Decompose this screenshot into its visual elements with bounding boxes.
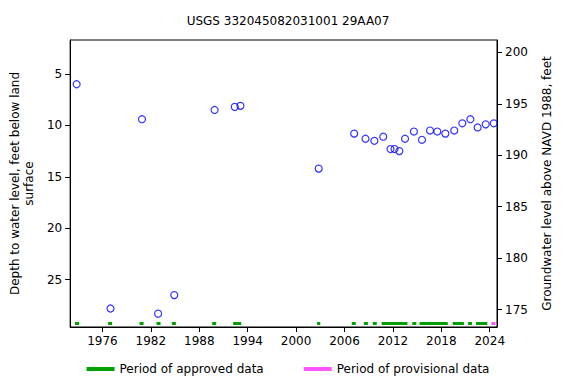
svg-text:USGS 332045082031001 29AA07: USGS 332045082031001 29AA07 bbox=[187, 14, 390, 28]
svg-text:15: 15 bbox=[47, 170, 62, 184]
svg-text:190: 190 bbox=[505, 148, 528, 162]
svg-text:Depth to water level, feet bel: Depth to water level, feet below land bbox=[8, 72, 22, 295]
svg-text:180: 180 bbox=[505, 251, 528, 265]
svg-text:Period of provisional data: Period of provisional data bbox=[337, 362, 490, 376]
svg-text:1988: 1988 bbox=[184, 334, 215, 348]
svg-text:200: 200 bbox=[505, 45, 528, 59]
svg-text:1994: 1994 bbox=[232, 334, 263, 348]
svg-text:20: 20 bbox=[47, 221, 62, 235]
svg-text:10: 10 bbox=[47, 118, 62, 132]
svg-text:175: 175 bbox=[505, 303, 528, 317]
svg-text:2012: 2012 bbox=[378, 334, 409, 348]
svg-text:2006: 2006 bbox=[329, 334, 360, 348]
svg-text:1982: 1982 bbox=[136, 334, 167, 348]
svg-text:25: 25 bbox=[47, 273, 62, 287]
svg-text:5: 5 bbox=[55, 67, 63, 81]
svg-text:195: 195 bbox=[505, 97, 528, 111]
svg-text:1976: 1976 bbox=[87, 334, 118, 348]
svg-text:surface: surface bbox=[22, 161, 36, 205]
svg-text:2000: 2000 bbox=[281, 334, 312, 348]
svg-text:2018: 2018 bbox=[426, 334, 457, 348]
svg-text:Groundwater level above NAVD 1: Groundwater level above NAVD 1988, feet bbox=[540, 56, 554, 311]
svg-text:Period of approved data: Period of approved data bbox=[120, 362, 264, 376]
svg-text:185: 185 bbox=[505, 200, 528, 214]
svg-text:2024: 2024 bbox=[474, 334, 505, 348]
